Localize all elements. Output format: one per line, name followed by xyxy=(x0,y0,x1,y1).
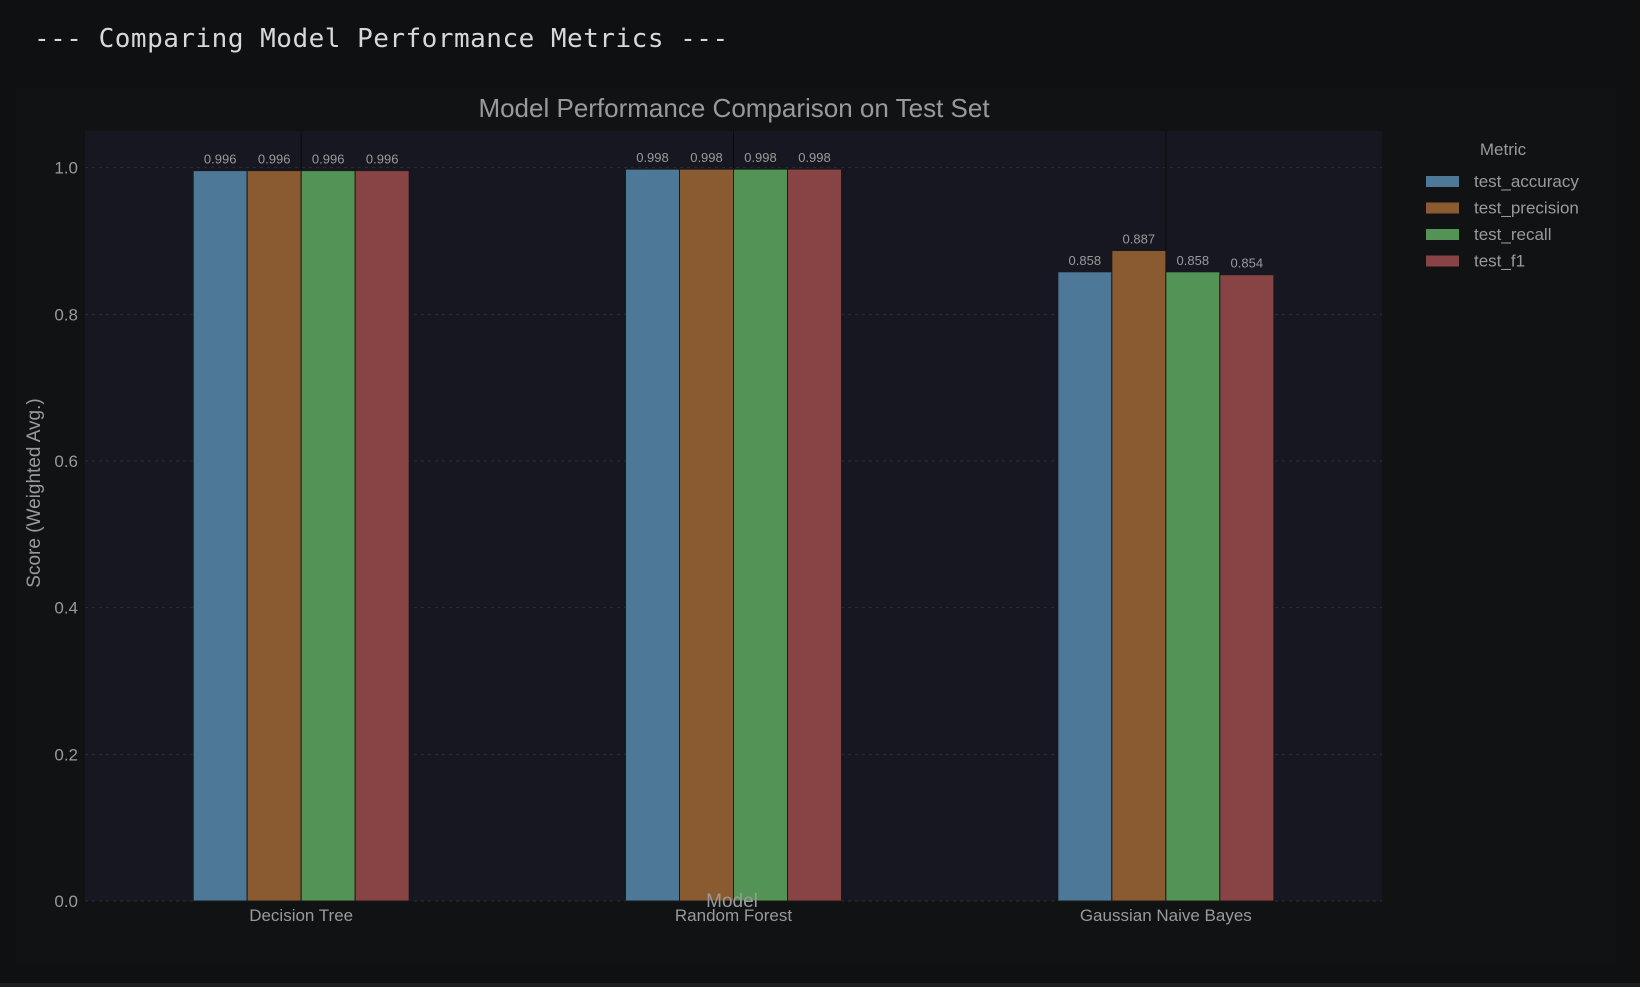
legend-item-label: test_accuracy xyxy=(1474,172,1579,191)
bar-value-label: 0.998 xyxy=(636,150,669,165)
chart-title: Model Performance Comparison on Test Set xyxy=(478,93,990,123)
bar-test_precision-1 xyxy=(679,168,734,902)
bar-test_accuracy-0 xyxy=(192,170,248,902)
legend-items: test_accuracy test_precision test_recallte… xyxy=(1426,172,1579,271)
y-tick-label: 0.6 xyxy=(54,452,78,471)
bar-value-label: 0.996 xyxy=(312,152,345,167)
y-tick-label: 0.8 xyxy=(54,305,78,324)
x-tick-label: Decision Tree xyxy=(249,906,353,925)
bar-value-label: 0.858 xyxy=(1069,253,1102,268)
bar-test_recall-2 xyxy=(1165,271,1221,902)
bar-test_recall-1 xyxy=(733,168,788,902)
y-axis-ticks: 0.0 0.2 0.4 0.6 0.8 1.0 xyxy=(54,159,78,911)
bar-test_recall-0 xyxy=(300,170,356,902)
legend-swatch xyxy=(1426,176,1459,187)
bar-value-labels: 0.996 0.996 0.996 0.996 0.998 0.998 0.998 0.998… xyxy=(204,150,1263,271)
x-tick-label: Gaussian Naive Bayes xyxy=(1080,906,1252,925)
x-axis-ticks: Decision Tree Random Forest Gaussian Naive… xyxy=(249,906,1252,925)
chart-figure: Model Performance Comparison on Test Set… xyxy=(16,88,1616,964)
legend-swatch xyxy=(1426,255,1459,267)
y-tick-label: 0.2 xyxy=(54,745,78,764)
x-axis-label: Model xyxy=(706,891,758,912)
legend-item-label: test_f1 xyxy=(1474,252,1525,271)
legend: Metric test_accuracy test_precision test_r… xyxy=(1426,140,1579,271)
bar-value-label: 0.996 xyxy=(366,152,399,167)
bar-value-label: 0.854 xyxy=(1231,256,1264,271)
output-header: --- Comparing Model Performance Metrics … xyxy=(34,24,729,54)
legend-item-label: test_precision xyxy=(1474,199,1579,218)
legend-item-label: test_recall xyxy=(1474,225,1551,244)
legend-title: Metric xyxy=(1480,140,1527,159)
bar-test_precision-2 xyxy=(1111,250,1167,902)
bar-value-label: 0.996 xyxy=(204,152,237,167)
bar-value-label: 0.998 xyxy=(744,150,777,165)
y-tick-label: 1.0 xyxy=(54,159,78,178)
bar-test_precision-0 xyxy=(246,170,302,902)
bar-test_accuracy-1 xyxy=(625,168,680,902)
legend-swatch xyxy=(1426,229,1459,240)
legend-swatch xyxy=(1426,202,1459,214)
bar-value-label: 0.996 xyxy=(258,152,291,167)
bar-value-label: 0.858 xyxy=(1177,253,1210,268)
bars xyxy=(192,168,1275,902)
y-tick-label: 0.0 xyxy=(54,892,78,911)
bar-test_f1-0 xyxy=(354,170,410,902)
bar-value-label: 0.887 xyxy=(1123,232,1156,247)
bar-value-label: 0.998 xyxy=(798,150,831,165)
bar-value-label: 0.998 xyxy=(690,150,723,165)
bar-test_f1-1 xyxy=(787,168,842,902)
output-bottom-border xyxy=(0,983,1640,987)
x-tick-label: Random Forest xyxy=(675,906,792,925)
bar-test_f1-2 xyxy=(1219,274,1275,902)
y-tick-label: 0.4 xyxy=(54,599,78,618)
bar-test_accuracy-2 xyxy=(1057,271,1113,902)
bar-chart: Model Performance Comparison on Test Set… xyxy=(24,93,1579,925)
y-axis-label: Score (Weighted Avg.) xyxy=(24,398,45,587)
